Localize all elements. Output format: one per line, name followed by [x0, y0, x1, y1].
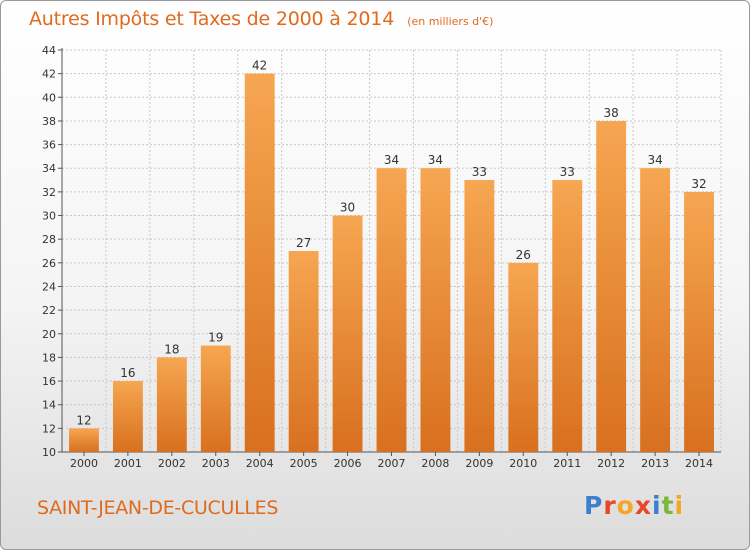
x-tick-label: 2007	[378, 457, 406, 470]
logo-letter: t	[661, 491, 675, 520]
y-tick-label: 40	[42, 91, 56, 104]
y-tick-label: 14	[42, 399, 56, 412]
y-tick-label: 22	[42, 304, 56, 317]
y-tick-label: 36	[42, 139, 56, 152]
data-label: 16	[120, 366, 135, 380]
logo-letter: P	[584, 491, 604, 520]
data-label: 26	[516, 248, 531, 262]
proxiti-logo: Proxiti	[584, 491, 684, 520]
bar	[420, 168, 451, 452]
bar	[69, 428, 99, 452]
chart-title: Autres Impôts et Taxes de 2000 à 2014	[29, 8, 395, 30]
bar	[332, 215, 363, 452]
commune-name: SAINT-JEAN-DE-CUCULLES	[37, 497, 279, 519]
data-label: 30	[340, 201, 355, 215]
y-tick-label: 12	[42, 422, 56, 435]
x-tick-labels: 2000 2001 2002 2003 2004 2005 2006 2007 2008 2009…	[70, 457, 713, 470]
bar	[464, 180, 495, 452]
data-label: 34	[428, 153, 443, 167]
data-label: 12	[76, 413, 91, 427]
y-tick-label: 28	[42, 233, 56, 246]
y-tick-label: 10	[42, 446, 56, 459]
bar	[376, 168, 407, 452]
data-label: 32	[691, 177, 706, 191]
data-label: 33	[472, 165, 487, 179]
logo-letter: o	[616, 491, 635, 520]
x-tick-label: 2013	[641, 457, 669, 470]
chart-title-block: Autres Impôts et Taxes de 2000 à 2014 (e…	[29, 8, 493, 30]
x-tick-label: 2010	[509, 457, 537, 470]
data-label: 18	[164, 342, 179, 356]
y-tick-label: 32	[42, 186, 56, 199]
x-tick-label: 2008	[421, 457, 449, 470]
x-tick-label: 2014	[685, 457, 713, 470]
x-tick-label: 2009	[465, 457, 493, 470]
logo-letter: r	[603, 491, 617, 520]
bar	[684, 191, 714, 452]
bar	[288, 251, 319, 452]
y-tick-label: 38	[42, 115, 56, 128]
x-tick-label: 2011	[553, 457, 581, 470]
x-tick-label: 2001	[114, 457, 142, 470]
y-tick-label: 44	[42, 44, 56, 57]
y-tick-label: 42	[42, 68, 56, 81]
x-tick-label: 2005	[290, 457, 318, 470]
data-label: 42	[252, 59, 267, 73]
logo-letter: i	[674, 491, 685, 520]
logo-letter: i	[652, 491, 662, 520]
x-tick-label: 2012	[597, 457, 625, 470]
data-label: 38	[604, 106, 619, 120]
logo-letter: x	[634, 491, 652, 520]
data-label: 19	[208, 331, 223, 345]
unit-note: (en milliers d'€)	[407, 15, 494, 28]
bars	[69, 73, 714, 453]
y-tick-label: 30	[42, 210, 56, 223]
y-tick-label: 26	[42, 257, 56, 270]
bar	[156, 357, 187, 452]
x-tick-label: 2000	[70, 457, 98, 470]
data-label: 34	[647, 153, 662, 167]
x-tick-label: 2002	[158, 457, 186, 470]
bar	[596, 120, 627, 453]
y-tick-label: 20	[42, 328, 56, 341]
data-label: 27	[296, 236, 311, 250]
bar	[200, 345, 231, 452]
y-tick-labels: 10 12 14 16 18 20 22 24 26 28 30 32 34 36 38 40 42 44	[42, 44, 56, 459]
x-tick-label: 2006	[334, 457, 362, 470]
y-tick-label: 34	[42, 162, 56, 175]
y-tick-label: 18	[42, 351, 56, 364]
y-tick-label: 16	[42, 375, 56, 388]
bar	[244, 73, 275, 452]
bar	[552, 180, 583, 452]
y-tick-label: 24	[42, 280, 56, 293]
data-labels: 12 16 18 19 42 27 30 34 34 33 26 33 38 34 32	[76, 59, 706, 428]
bar	[112, 381, 143, 452]
x-tick-label: 2004	[246, 457, 274, 470]
data-label: 34	[384, 153, 399, 167]
bar	[640, 168, 671, 452]
x-tick-label: 2003	[202, 457, 230, 470]
data-label: 33	[560, 165, 575, 179]
bar	[508, 262, 539, 452]
